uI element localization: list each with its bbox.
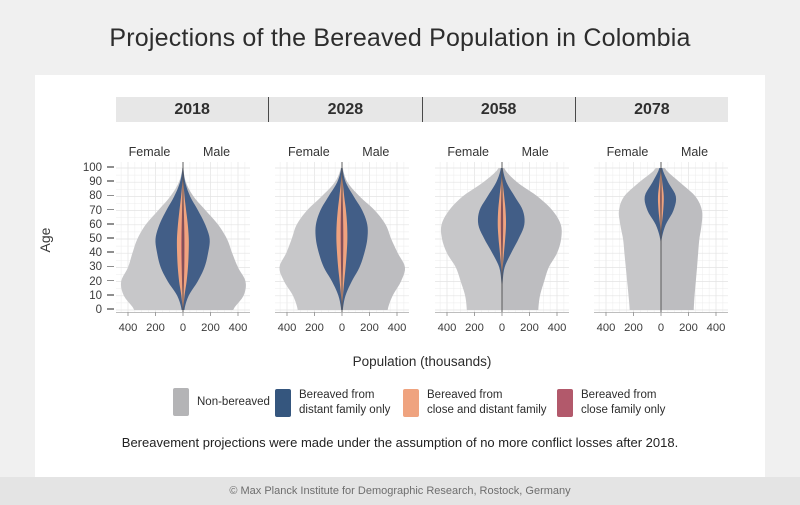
sex-labels: Female Male <box>594 145 728 162</box>
svg-text:0: 0 <box>180 322 186 334</box>
facet-strip-2058: 2058 <box>423 97 576 122</box>
plots-row: Female Male 400 200 0 200 400 Female Male 40… <box>116 145 728 340</box>
svg-text:200: 200 <box>305 322 324 334</box>
y-tick-10: 10 <box>89 289 114 303</box>
legend: Non-bereaved Bereaved from distant family… <box>35 388 765 418</box>
male-label: Male <box>362 145 390 159</box>
facet-strip-2028: 2028 <box>269 97 423 122</box>
svg-text:200: 200 <box>201 322 220 334</box>
page-title: Projections of the Bereaved Population i… <box>109 24 691 52</box>
legend-item-close: Bereaved from close family only <box>557 388 665 418</box>
legend-swatch-distant <box>275 388 291 417</box>
legend-label: Non-bereaved <box>197 395 270 408</box>
facet-2058: Female Male 400 200 0 200 400 <box>434 145 569 340</box>
legend-swatch-close <box>557 388 573 417</box>
svg-text:0: 0 <box>658 322 664 334</box>
facet-2028: Female Male 400 200 0 200 400 <box>275 145 410 340</box>
legend-label: Bereaved from close and distant family <box>427 389 547 416</box>
legend-label: Bereaved from close family only <box>581 389 666 416</box>
y-tick-30: 30 <box>89 260 114 274</box>
svg-text:200: 200 <box>624 322 643 334</box>
y-tick-40: 40 <box>89 246 114 260</box>
chart-card: 2018 2028 2058 2078 Age 100 90 80 70 60 50 40 3… <box>35 75 765 477</box>
pyramid-2078: 400 200 0 200 400 <box>593 162 728 340</box>
footnote: Bereavement projections were made under … <box>121 435 679 450</box>
svg-text:400: 400 <box>597 322 616 334</box>
pyramid-2018: 400 200 0 200 400 <box>116 162 250 340</box>
sex-labels: Female Male <box>435 145 569 162</box>
y-tick-0: 0 <box>96 303 114 317</box>
y-tick-80: 80 <box>89 189 114 203</box>
svg-text:0: 0 <box>499 322 505 334</box>
legend-label: Bereaved from distant family only <box>299 389 391 416</box>
facet-strip-2078: 2078 <box>634 100 670 118</box>
facet-2078: Female Male 400 200 0 200 400 <box>593 145 728 340</box>
y-tick-70: 70 <box>89 204 114 218</box>
svg-text:200: 200 <box>360 322 379 334</box>
legend-item-distant: Bereaved from distant family only <box>275 388 390 418</box>
svg-text:200: 200 <box>679 322 698 334</box>
female-label: Female <box>128 145 171 159</box>
y-tick-100: 100 <box>83 161 114 175</box>
facet-2018: Female Male 400 200 0 200 400 <box>116 145 250 340</box>
svg-text:200: 200 <box>465 322 484 334</box>
svg-text:400: 400 <box>278 322 297 334</box>
male-label: Male <box>521 145 549 159</box>
legend-swatch-non-bereaved <box>173 388 189 416</box>
legend-swatch-close-distant <box>403 388 419 417</box>
facet-strip-2018: 2018 <box>116 97 270 122</box>
footer-band: © Max Planck Institute for Demographic R… <box>0 477 800 505</box>
facet-strip: 2018 2028 2058 2078 <box>116 97 728 122</box>
y-axis-ticks: 100 90 80 70 60 50 40 30 20 10 0 <box>35 162 114 340</box>
male-label: Male <box>680 145 709 159</box>
male-label: Male <box>202 145 231 159</box>
y-tick-90: 90 <box>89 175 114 189</box>
svg-text:400: 400 <box>119 322 138 334</box>
svg-text:400: 400 <box>229 322 248 334</box>
svg-text:400: 400 <box>547 322 566 334</box>
pyramid-2058: 400 200 0 200 400 <box>434 162 569 340</box>
x-axis-title: Population (thousands) <box>352 354 492 369</box>
svg-text:0: 0 <box>339 322 345 334</box>
pyramid-2028: 400 200 0 200 400 <box>275 162 410 340</box>
sex-labels: Female Male <box>275 145 409 162</box>
svg-text:400: 400 <box>437 322 456 334</box>
legend-item-non-bereaved: Non-bereaved <box>173 388 270 416</box>
y-tick-50: 50 <box>89 232 114 246</box>
female-label: Female <box>447 145 489 159</box>
y-tick-60: 60 <box>89 218 114 232</box>
svg-text:200: 200 <box>146 322 165 334</box>
svg-text:400: 400 <box>707 322 726 334</box>
female-label: Female <box>287 145 330 159</box>
svg-text:200: 200 <box>520 322 539 334</box>
svg-text:400: 400 <box>388 322 407 334</box>
legend-item-close-distant: Bereaved from close and distant family <box>403 388 547 418</box>
sex-labels: Female Male <box>116 145 250 162</box>
female-label: Female <box>606 145 649 159</box>
copyright-text: © Max Planck Institute for Demographic R… <box>229 485 571 497</box>
y-tick-20: 20 <box>89 275 114 289</box>
